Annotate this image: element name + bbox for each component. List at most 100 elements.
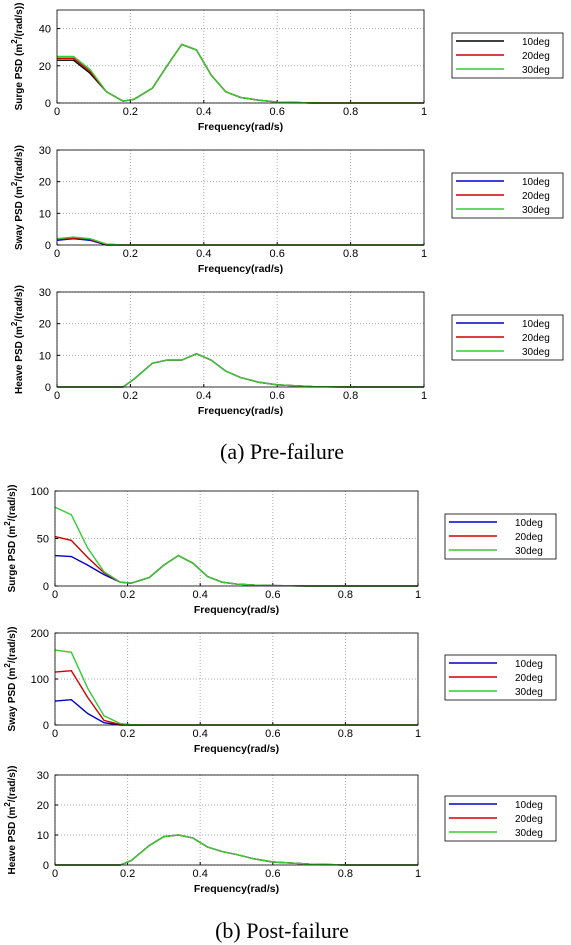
y-tick-label: 30 [39,145,51,157]
x-tick-label: 1 [421,248,427,260]
y-tick-label: 0 [43,581,49,593]
x-tick-label: 0 [54,106,60,118]
caption: (a) Pre-failure [220,439,344,464]
y-tick-label: 20 [37,800,49,812]
x-tick-label: 0.8 [338,868,353,880]
y-axis-label-part: /(rad/s)) [14,3,25,40]
y-axis-label-part: /(rad/s)) [7,626,18,663]
legend-label: 10deg [515,800,543,811]
legend-label: 30deg [522,65,550,76]
y-tick-label: 30 [39,287,51,299]
legend-label: 10deg [522,177,550,188]
x-tick-label: 0.8 [343,390,358,402]
legend-box [444,795,557,842]
y-axis-label-sup: 2 [3,663,12,668]
x-tick-label: 0.6 [270,390,285,402]
y-axis-label: Heave PSD (m2/(rad/s)) [3,766,18,875]
legend-label: 20deg [522,333,550,344]
x-tick-label: 0 [54,248,60,260]
x-tick-label: 0.8 [338,728,353,740]
y-axis-label: Surge PSD (m2/(rad/s)) [3,485,18,593]
plot-area [55,775,418,865]
x-tick-label: 1 [415,868,421,880]
y-tick-label: 10 [37,830,49,842]
x-axis-label: Frequency(rad/s) [194,604,279,616]
y-axis-label: Surge PSD (m2/(rad/s)) [10,3,25,111]
x-tick-label: 0.4 [196,248,211,260]
plot-frame [56,291,425,388]
y-axis-label-part: /(rad/s)) [7,485,18,522]
plot-frame [56,9,425,104]
y-axis-label: Sway PSD (m2/(rad/s)) [10,145,25,250]
caption: (b) Post-failure [215,918,349,943]
x-tick-label: 0.4 [193,728,208,740]
x-tick-label: 0 [52,868,58,880]
y-tick-label: 0 [43,860,49,872]
x-axis-label: Frequency(rad/s) [198,263,283,275]
y-axis-label-sup: 2 [10,181,19,186]
y-tick-label: 10 [39,208,51,220]
y-tick-label: 30 [37,770,49,782]
y-axis-label-part: /(rad/s)) [14,145,25,182]
y-axis-label: Heave PSD (m2/(rad/s)) [10,285,25,394]
x-tick-label: 0.6 [265,728,280,740]
legend-label: 10deg [522,37,550,48]
x-tick-label: 0.2 [120,868,135,880]
x-tick-label: 0 [52,728,58,740]
x-tick-label: 1 [415,728,421,740]
x-tick-label: 1 [421,106,427,118]
legend-label: 30deg [515,687,543,698]
legend-box [451,314,564,361]
plot-frame [54,490,419,587]
legend-label: 20deg [515,814,543,825]
y-axis-label-part: Heave PSD (m [14,326,25,394]
y-axis-label: Sway PSD (m2/(rad/s)) [3,626,18,731]
x-tick-label: 0.6 [270,248,285,260]
plot-frame [54,774,419,866]
legend-label: 10deg [515,518,543,529]
x-tick-label: 0.2 [120,589,135,601]
x-tick-label: 0.6 [265,589,280,601]
x-tick-label: 0.4 [193,868,208,880]
plot-frame [54,632,419,726]
legend-label: 10deg [515,659,543,670]
plot-frame [56,149,425,246]
legend-label: 30deg [515,828,543,839]
x-tick-label: 0.2 [123,106,138,118]
y-tick-label: 20 [39,61,51,73]
x-tick-label: 0.8 [338,589,353,601]
y-tick-label: 40 [39,24,51,36]
y-tick-label: 0 [43,720,49,732]
legend-label: 30deg [522,347,550,358]
x-tick-label: 0.4 [193,589,208,601]
y-axis-label-sup: 2 [3,521,12,526]
y-tick-label: 0 [45,382,51,394]
x-tick-label: 0.2 [120,728,135,740]
legend-box [451,32,564,79]
y-axis-label-part: /(rad/s)) [14,285,25,322]
y-axis-label-part: Sway PSD (m [7,668,18,732]
y-tick-label: 0 [45,240,51,252]
legend-label: 20deg [515,673,543,684]
x-tick-label: 0.8 [343,106,358,118]
y-axis-label-part: Heave PSD (m [7,807,18,875]
y-axis-label-part: Sway PSD (m [14,186,25,250]
plot-area [57,292,424,387]
x-tick-label: 0.4 [196,390,211,402]
legend-box [444,513,557,560]
x-axis-label: Frequency(rad/s) [198,405,283,417]
y-tick-label: 20 [39,177,51,189]
legend-label: 20deg [515,532,543,543]
y-axis-label-part: Surge PSD (m [14,44,25,111]
x-tick-label: 0.8 [343,248,358,260]
y-tick-label: 200 [31,628,49,640]
x-tick-label: 0.6 [270,106,285,118]
x-tick-label: 0.2 [123,390,138,402]
y-axis-label-sup: 2 [3,802,12,807]
plot-area [57,150,424,245]
legend-box [444,654,557,701]
x-axis-label: Frequency(rad/s) [198,121,283,133]
legend-box [451,172,564,219]
y-tick-label: 100 [31,486,49,498]
legend-label: 30deg [522,205,550,216]
